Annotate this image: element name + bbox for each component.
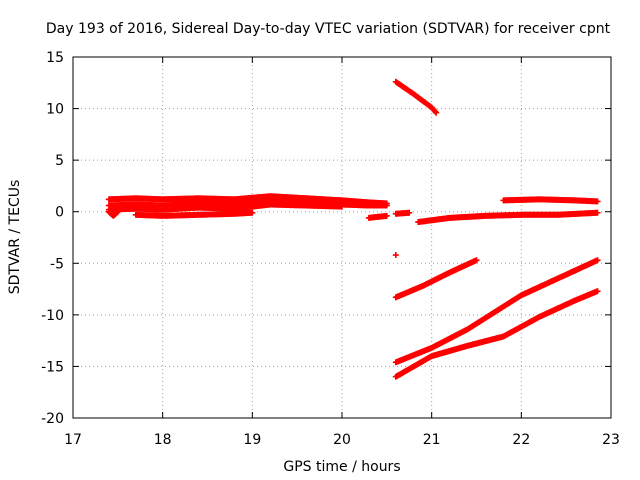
data-points xyxy=(105,78,601,380)
y-tick-label: 0 xyxy=(55,205,64,221)
x-tick-label: 22 xyxy=(512,432,530,448)
grid-lines xyxy=(73,57,611,418)
axis-ticks: 17 18 19 20 21 22 23 15 10 5 0 -5 -10 -15 -20 xyxy=(41,50,620,448)
data-point xyxy=(433,109,440,116)
x-axis-label: GPS time / hours xyxy=(283,459,400,475)
data-point xyxy=(594,198,601,205)
y-axis-label: SDTVAR / TECUs xyxy=(7,180,23,295)
data-point xyxy=(406,209,413,216)
data-point xyxy=(594,288,601,295)
data-point xyxy=(113,209,120,216)
x-tick-label: 23 xyxy=(602,432,620,448)
chart-title: Day 193 of 2016, Sidereal Day-to-day VTE… xyxy=(46,21,611,37)
y-tick-label: -5 xyxy=(50,256,64,272)
x-tick-label: 19 xyxy=(243,432,261,448)
data-point xyxy=(249,209,256,216)
y-tick-label: -15 xyxy=(41,359,64,375)
y-tick-label: 15 xyxy=(46,50,64,66)
data-point xyxy=(339,203,345,210)
data-point xyxy=(594,209,601,216)
data-point xyxy=(432,108,439,115)
data-point xyxy=(392,252,399,259)
x-tick-label: 21 xyxy=(423,432,441,448)
data-point xyxy=(594,257,601,264)
x-tick-label: 18 xyxy=(154,432,172,448)
data-point xyxy=(473,257,480,264)
y-tick-label: 5 xyxy=(55,153,64,169)
y-tick-label: -10 xyxy=(41,308,64,324)
y-tick-label: -20 xyxy=(41,411,64,427)
data-point xyxy=(114,208,121,215)
x-tick-label: 20 xyxy=(333,432,351,448)
x-tick-label: 17 xyxy=(64,432,82,448)
y-tick-label: 10 xyxy=(46,102,64,118)
data-point xyxy=(383,212,390,219)
data-point xyxy=(383,202,390,209)
